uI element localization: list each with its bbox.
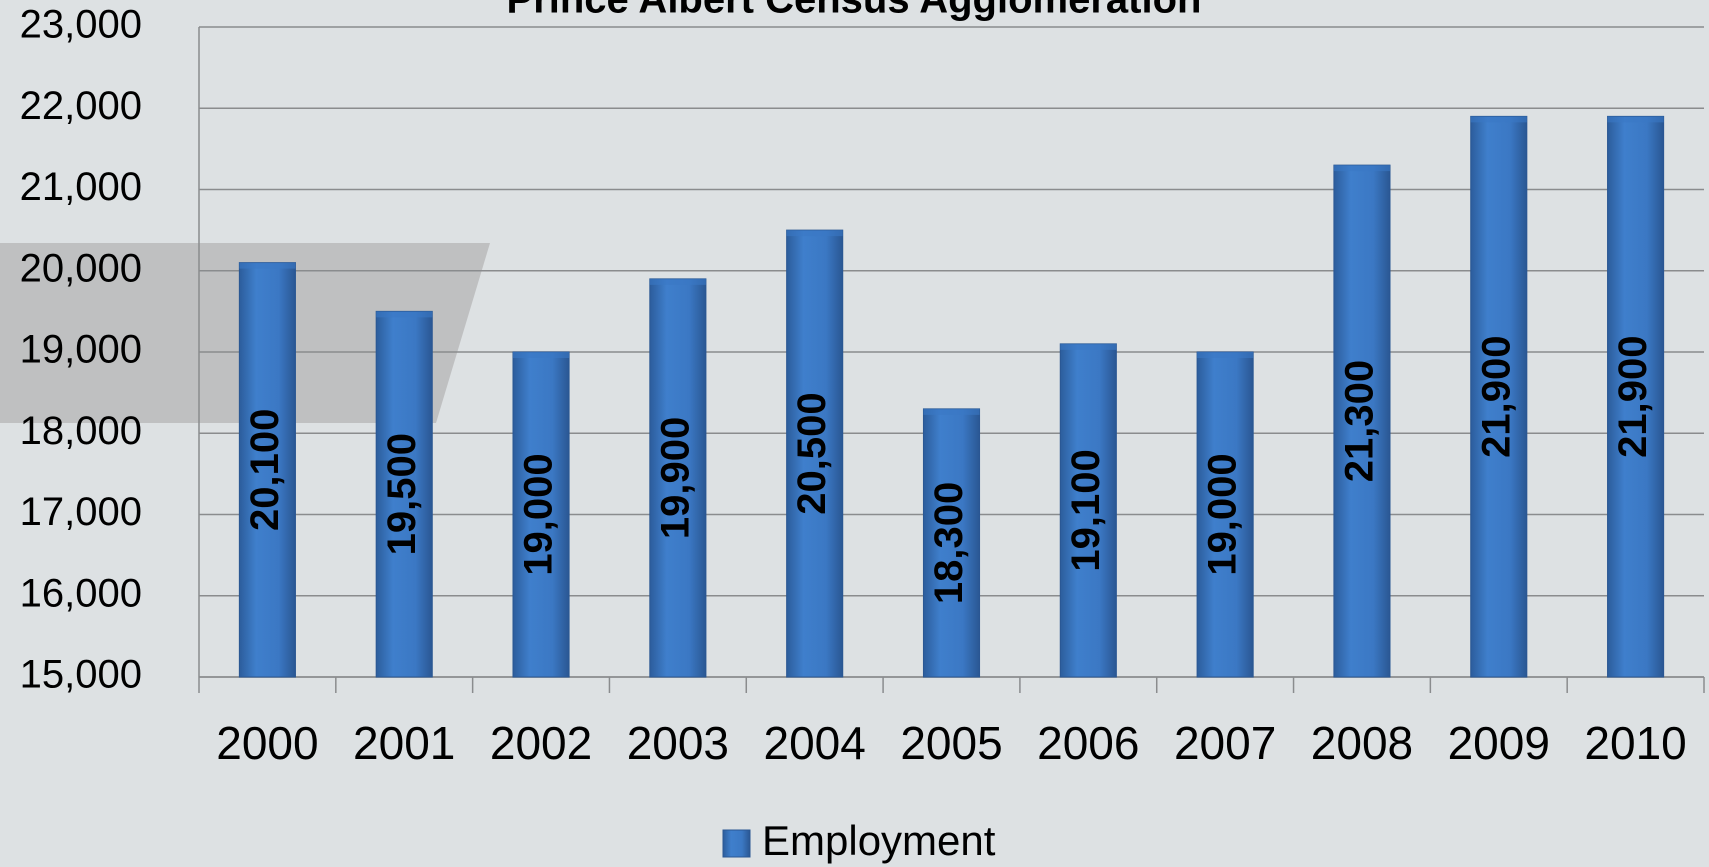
y-tick-label: 16,000 [20, 571, 142, 615]
bar-cap [376, 311, 433, 318]
x-tick-label: 2002 [490, 717, 592, 769]
plot-area: 15,000 16,000 17,000 18,000 19,000 20,000 21,0… [20, 3, 1705, 864]
x-tick-label: 2008 [1311, 717, 1413, 769]
y-tick-label: 17,000 [20, 490, 142, 534]
bar [1470, 115, 1528, 678]
chart-title: Prince Albert Census Agglomeration [507, 0, 1202, 22]
value-label: 19,500 [380, 433, 424, 555]
bar [1607, 115, 1665, 678]
legend-swatch [722, 829, 751, 858]
x-tick-label: 2003 [627, 717, 729, 769]
value-label: 21,900 [1611, 336, 1655, 458]
bar-cap [1060, 343, 1117, 350]
bar-cap [1197, 352, 1254, 358]
y-tick-label: 21,000 [20, 165, 142, 209]
bar [786, 229, 844, 678]
bar-cap [923, 408, 980, 415]
x-tick-label: 2000 [216, 717, 318, 769]
value-label: 19,000 [1201, 453, 1245, 575]
y-tick-label: 19,000 [20, 328, 142, 372]
value-label: 19,900 [653, 417, 697, 539]
bar [1196, 351, 1254, 678]
x-tick-label: 2007 [1174, 717, 1276, 769]
y-tick-label: 20,000 [20, 246, 142, 290]
y-tick-label: 18,000 [20, 409, 142, 453]
x-tick-label: 2006 [1037, 717, 1139, 769]
value-label: 19,000 [517, 453, 561, 575]
x-tick-label: 2004 [764, 717, 866, 769]
bar-cap [1607, 116, 1664, 123]
bar-cap [239, 262, 296, 269]
value-label: 21,900 [1474, 336, 1518, 458]
x-tick-label: 2001 [353, 717, 455, 769]
x-tick-label: 2010 [1584, 717, 1686, 769]
bar [512, 351, 570, 678]
bar [649, 278, 707, 678]
y-tick-label: 23,000 [20, 3, 142, 47]
legend-label: Employment [762, 817, 996, 864]
bar-cap [649, 278, 706, 285]
value-label: 20,100 [243, 409, 287, 531]
y-tick-label: 15,000 [20, 653, 142, 697]
bar [238, 262, 296, 678]
bar [922, 408, 981, 678]
value-label: 18,300 [927, 482, 971, 604]
x-tick-label: 2005 [900, 717, 1002, 769]
value-label: 21,300 [1338, 360, 1382, 482]
bar-cap [786, 230, 843, 237]
bar [375, 310, 433, 678]
value-label: 19,100 [1064, 449, 1108, 571]
bar [1059, 343, 1117, 678]
bar [1333, 164, 1391, 678]
value-label: 20,500 [790, 392, 834, 514]
bar-cap [512, 352, 570, 358]
bar-cap [1333, 165, 1391, 172]
bar-cap [1470, 116, 1527, 123]
y-tick-label: 22,000 [20, 84, 142, 128]
x-tick-label: 2009 [1448, 717, 1550, 769]
